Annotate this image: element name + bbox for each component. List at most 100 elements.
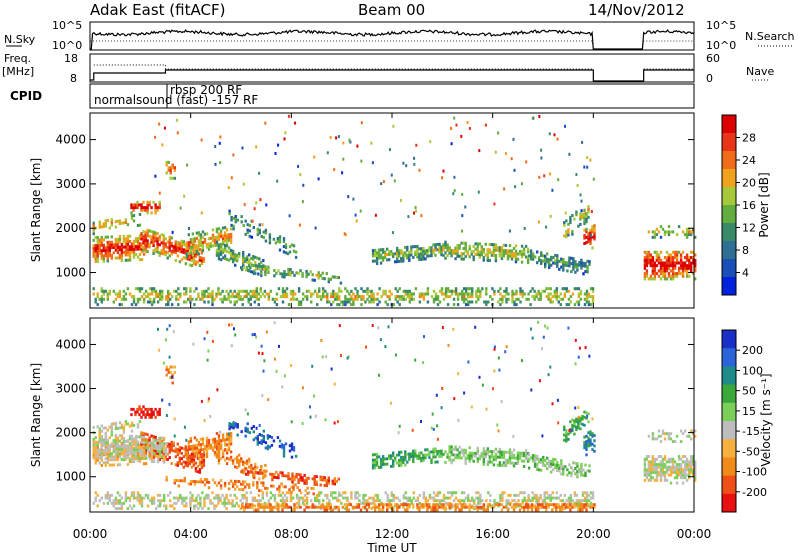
heatmap-cell — [355, 219, 358, 223]
heatmap-cell — [191, 240, 195, 244]
heatmap-cell — [559, 505, 562, 509]
heatmap-cell — [207, 481, 211, 484]
heatmap-cell — [556, 259, 559, 263]
heatmap-cell — [400, 458, 403, 462]
heatmap-cell — [293, 478, 296, 481]
heatmap-cell — [694, 264, 697, 268]
heatmap-cell — [374, 213, 377, 217]
heatmap-cell — [285, 499, 289, 503]
heatmap-cell — [175, 297, 178, 301]
heatmap-cell — [515, 292, 518, 296]
heatmap-cell — [301, 274, 304, 278]
heatmap-cell — [647, 434, 651, 438]
heatmap-cell — [285, 292, 289, 296]
heatmap-cell — [285, 491, 289, 495]
heatmap-cell — [390, 493, 393, 497]
heatmap-cell — [225, 239, 229, 242]
heatmap-cell — [546, 252, 549, 256]
heatmap-cell — [574, 472, 577, 476]
heatmap-cell — [106, 454, 109, 458]
heatmap-cell — [112, 463, 115, 467]
heatmap-cell — [171, 303, 174, 307]
heatmap-cell — [118, 253, 122, 257]
heatmap-cell — [196, 470, 200, 474]
heatmap-cell — [464, 241, 467, 245]
heatmap-cell — [106, 251, 109, 255]
heatmap-cell — [550, 462, 553, 466]
heatmap-cell — [236, 433, 239, 437]
heatmap-cell — [470, 252, 473, 256]
heatmap-cell — [232, 216, 235, 220]
heatmap-cell — [275, 271, 278, 275]
heatmap-cell — [414, 454, 417, 458]
heatmap-cell — [548, 462, 551, 466]
heatmap-cell — [348, 297, 351, 301]
heatmap-cell — [158, 191, 161, 195]
heatmap-cell — [205, 289, 208, 293]
heatmap-cell — [565, 289, 568, 293]
heatmap-cell — [268, 236, 272, 239]
heatmap-cell — [643, 274, 647, 278]
heatmap-cell — [673, 471, 677, 474]
heatmap-cell — [291, 271, 294, 274]
heatmap-cell — [128, 447, 132, 450]
heatmap-cell — [104, 219, 107, 223]
heatmap-cell — [301, 272, 304, 276]
heatmap-cell — [426, 448, 429, 452]
heatmap-cell — [120, 447, 124, 451]
heatmap-cell — [316, 493, 319, 497]
heatmap-cell — [128, 253, 132, 257]
heatmap-cell — [124, 240, 128, 244]
heatmap-cell — [116, 447, 120, 451]
heatmap-cell — [189, 437, 193, 440]
heatmap-cell — [284, 485, 287, 489]
heatmap-cell — [591, 442, 594, 446]
heatmap-cell — [583, 415, 586, 419]
heatmap-cell — [282, 250, 286, 254]
heatmap-cell — [412, 449, 415, 453]
heatmap-cell — [523, 499, 526, 503]
heatmap-cell — [565, 439, 568, 443]
heatmap-cell — [432, 508, 435, 512]
freq-tick-top: 18 — [64, 52, 78, 65]
heatmap-cell — [587, 303, 591, 307]
heatmap-cell — [150, 292, 154, 296]
heatmap-cell — [524, 255, 528, 259]
heatmap-cell — [390, 252, 393, 256]
heatmap-cell — [345, 505, 349, 509]
heatmap-cell — [482, 462, 485, 466]
heatmap-cell — [148, 439, 151, 442]
heatmap-cell — [444, 240, 447, 244]
heatmap-cell — [176, 249, 179, 252]
heatmap-cell — [225, 244, 229, 248]
heatmap-cell — [195, 236, 199, 240]
heatmap-cell — [128, 434, 132, 438]
heatmap-cell — [170, 440, 173, 444]
heatmap-cell — [647, 261, 651, 265]
heatmap-cell — [379, 463, 383, 467]
heatmap-cell — [525, 499, 528, 503]
heatmap-cell — [286, 252, 290, 256]
heatmap-cell — [572, 257, 575, 261]
heatmap-cell — [243, 469, 246, 473]
heatmap-cell — [102, 238, 105, 242]
heatmap-cell — [327, 277, 330, 281]
heatmap-cell — [571, 230, 574, 233]
heatmap-cell — [138, 448, 142, 452]
heatmap-cell — [106, 297, 109, 301]
nsearch-trace — [90, 40, 694, 50]
heatmap-cell — [350, 295, 353, 299]
heatmap-cell — [142, 437, 145, 441]
heatmap-cell — [154, 236, 157, 240]
heatmap-cell — [130, 507, 134, 510]
heatmap-cell — [273, 473, 276, 477]
heatmap-cell — [555, 295, 558, 299]
heatmap-cell — [152, 448, 155, 452]
heatmap-cell — [404, 508, 407, 512]
heatmap-cell — [477, 501, 480, 505]
heatmap-cell — [271, 473, 274, 476]
heatmap-cell — [354, 493, 357, 497]
heatmap-cell — [173, 370, 176, 374]
heatmap-cell — [194, 461, 198, 465]
heatmap-cell — [290, 447, 294, 451]
